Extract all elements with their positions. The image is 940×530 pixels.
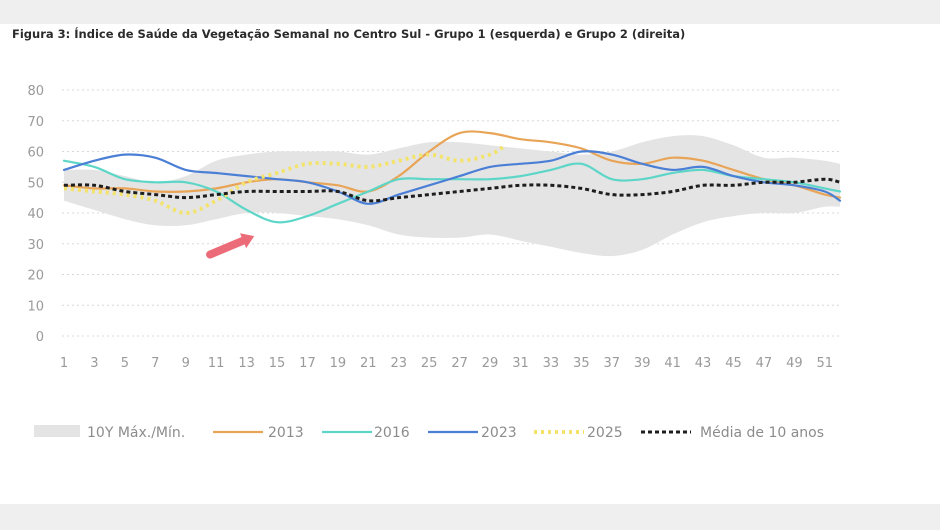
x-tick-label: 13 (238, 356, 255, 371)
y-tick-label: 0 (36, 330, 44, 345)
legend-label-2016: 2016 (374, 425, 410, 441)
x-tick-label: 27 (451, 356, 468, 371)
legend-label-2013: 2013 (268, 425, 304, 441)
annotation-arrow-head (240, 233, 255, 249)
series-line-m-dia-de-10-anos (63, 177, 841, 203)
x-tick-label: 35 (573, 356, 590, 371)
x-tick-label: 33 (543, 356, 560, 371)
x-tick-label: 15 (269, 356, 286, 371)
y-tick-label: 70 (27, 115, 44, 130)
x-tick-label: 29 (482, 356, 499, 371)
x-tick-label: 25 (421, 356, 438, 371)
x-tick-label: 37 (603, 356, 620, 371)
x-tick-label: 7 (151, 356, 159, 371)
x-tick-label: 49 (786, 356, 803, 371)
series-line-2023 (62, 150, 842, 205)
annotation-arrow-shaft (206, 236, 248, 259)
legend-label-10y-m-x-m-n-: 10Y Máx./Mín. (87, 425, 185, 441)
x-tick-label: 5 (121, 356, 129, 371)
legend-label-2025: 2025 (587, 425, 623, 441)
series-line-2013 (62, 130, 842, 199)
y-tick-label: 50 (27, 176, 44, 191)
y-tick-label: 20 (27, 269, 44, 284)
x-tick-label: 3 (90, 356, 98, 371)
y-tick-label: 60 (27, 146, 44, 161)
x-tick-label: 45 (725, 356, 742, 371)
x-tick-label: 17 (299, 356, 316, 371)
x-tick-label: 21 (360, 356, 377, 371)
y-tick-label: 10 (27, 299, 44, 314)
x-tick-label: 23 (390, 356, 407, 371)
figure-title: Figura 3: Índice de Saúde da Vegetação S… (12, 27, 686, 41)
legend-swatch-band (34, 425, 80, 437)
legend-label-2023: 2023 (481, 425, 517, 441)
x-tick-label: 11 (208, 356, 225, 371)
x-tick-label: 1 (60, 356, 68, 371)
band-10y-max-min (64, 135, 840, 257)
chart-card: Figura 3: Índice de Saúde da Vegetação S… (0, 24, 940, 504)
x-tick-label: 51 (817, 356, 834, 371)
x-tick-label: 47 (756, 356, 773, 371)
y-tick-label: 40 (27, 207, 44, 222)
x-tick-label: 19 (330, 356, 347, 371)
x-tick-label: 39 (634, 356, 651, 371)
x-tick-label: 9 (182, 356, 190, 371)
y-tick-label: 80 (27, 84, 44, 99)
x-tick-label: 43 (695, 356, 712, 371)
x-tick-label: 31 (512, 356, 529, 371)
y-tick-label: 30 (27, 238, 44, 253)
x-tick-label: 41 (664, 356, 681, 371)
legend-label-m-dia-de-10-anos: Média de 10 anos (700, 425, 824, 441)
